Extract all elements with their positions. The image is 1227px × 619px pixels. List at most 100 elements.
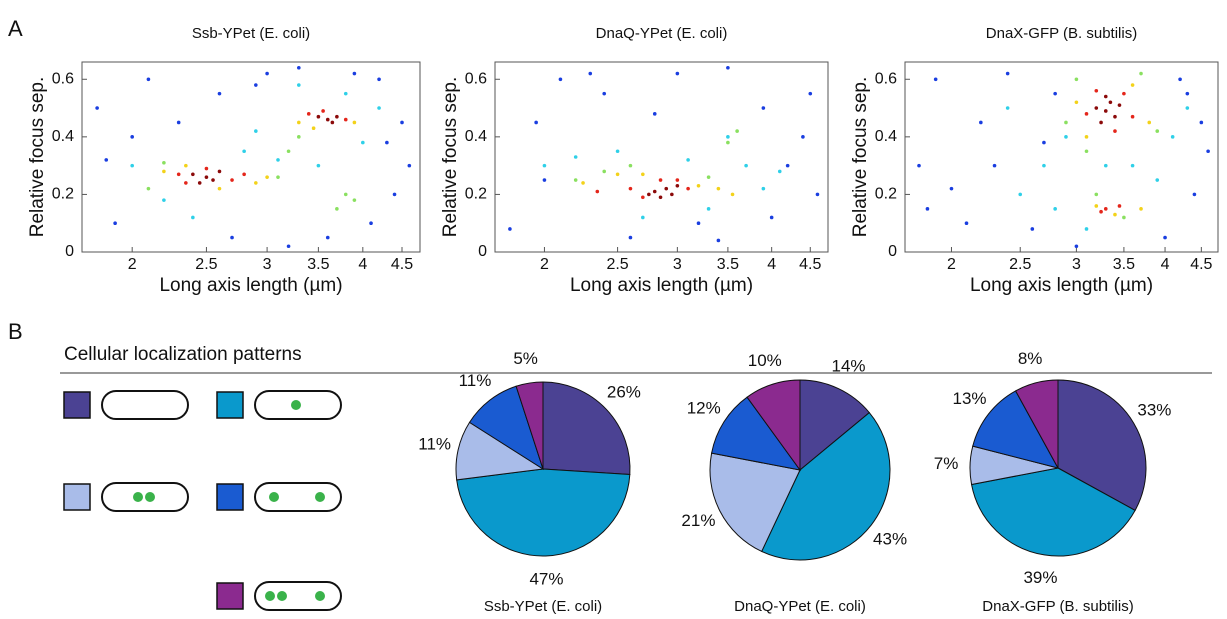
focus-dot [269, 492, 279, 502]
point [297, 83, 301, 87]
point [675, 183, 680, 188]
point [377, 77, 381, 82]
point [992, 163, 997, 168]
point [670, 192, 674, 197]
point [113, 221, 117, 226]
point [325, 117, 330, 122]
point [1005, 71, 1010, 76]
point [1018, 192, 1023, 197]
slice-label: 26% [607, 382, 641, 401]
point [588, 71, 593, 76]
point [602, 91, 607, 96]
plot-frame [81, 61, 421, 253]
point [1206, 149, 1210, 154]
point [581, 181, 585, 185]
point [1084, 112, 1089, 116]
x-tick-label: 4.5 [391, 256, 413, 273]
focus-dot [291, 400, 301, 410]
point [595, 189, 600, 194]
y-tick-label: 0.2 [52, 186, 74, 203]
x-tick-label: 3.5 [1113, 256, 1135, 273]
y-tick-label: 0.4 [875, 128, 897, 145]
point [785, 163, 790, 168]
point [1074, 100, 1079, 105]
point [1005, 106, 1010, 110]
legend-swatch [216, 483, 244, 511]
point [335, 207, 339, 211]
focus-dot [277, 591, 287, 601]
point [335, 114, 339, 119]
point [1122, 215, 1126, 220]
point [925, 207, 930, 211]
point [1113, 212, 1117, 217]
point [146, 77, 151, 82]
point [1122, 91, 1126, 96]
focus-dot [315, 591, 325, 601]
point [696, 221, 701, 226]
point [191, 215, 195, 220]
point [641, 172, 645, 177]
x-tick-label: 3.5 [307, 256, 329, 273]
point [184, 163, 188, 168]
point [726, 65, 730, 70]
point [1113, 129, 1117, 133]
point [1042, 163, 1046, 168]
point [706, 175, 711, 179]
point [573, 178, 578, 182]
point [297, 120, 301, 125]
y-tick-label: 0.2 [875, 186, 897, 203]
point [343, 91, 348, 96]
point [658, 195, 663, 200]
point [652, 189, 657, 194]
x-tick-label: 3 [263, 256, 272, 273]
point [726, 140, 730, 145]
point [242, 172, 246, 177]
y-axis-label: Relative focus sep. [440, 77, 461, 238]
point [658, 178, 663, 182]
point [777, 169, 782, 174]
focus-dot [265, 591, 275, 601]
point [769, 215, 774, 220]
pie-title: Ssb-YPet (E. coli) [484, 598, 602, 615]
x-axis-label: Long axis length (µm) [570, 275, 753, 296]
slice-label: 47% [529, 569, 563, 588]
pie-slice [711, 396, 802, 471]
point [1099, 209, 1103, 214]
point [204, 166, 209, 171]
x-tick-label: 4 [767, 256, 776, 273]
point [1084, 135, 1089, 139]
point [664, 186, 669, 191]
slice-label: 39% [1023, 568, 1057, 587]
point [542, 163, 547, 168]
pie-slice [799, 379, 871, 472]
plot-frame [904, 61, 1219, 253]
pie-slice [972, 390, 1059, 469]
point [1185, 106, 1190, 110]
point [696, 183, 701, 188]
cell-icon [101, 390, 189, 420]
point [1113, 114, 1117, 119]
point [641, 215, 645, 220]
point [542, 178, 547, 182]
y-tick-label: 0.6 [465, 70, 487, 87]
point [534, 120, 538, 125]
point [146, 186, 151, 191]
point [242, 149, 246, 154]
cell-icon [254, 482, 342, 512]
point [744, 163, 748, 168]
point [352, 120, 357, 125]
point [808, 91, 813, 96]
point [933, 77, 938, 82]
point [641, 195, 645, 200]
point [1103, 163, 1108, 168]
point [761, 186, 766, 191]
pie-slice [746, 379, 801, 472]
y-tick-label: 0.2 [465, 186, 487, 203]
point [628, 235, 633, 240]
point [801, 135, 805, 139]
point [815, 192, 820, 197]
point [254, 181, 258, 185]
pie-title: DnaQ-YPet (E. coli) [734, 598, 866, 615]
point [917, 163, 921, 168]
